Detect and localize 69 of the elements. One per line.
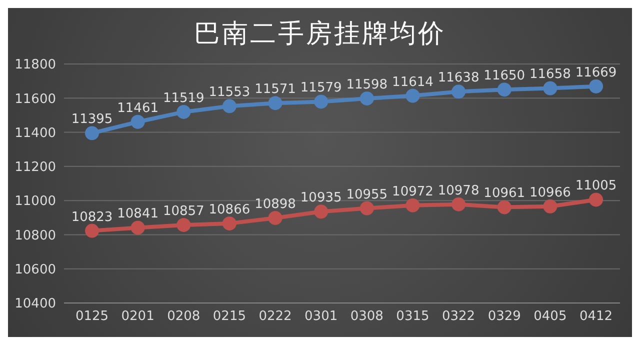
y-tick-label: 10600 (14, 262, 56, 278)
data-label: 10823 (71, 210, 113, 225)
point (543, 81, 558, 96)
point (406, 198, 420, 212)
point (543, 199, 558, 214)
data-label: 10857 (162, 204, 204, 219)
point (222, 216, 236, 230)
data-label: 11598 (346, 77, 388, 92)
data-label: 10961 (484, 186, 526, 202)
y-tick-label: 10800 (14, 228, 56, 244)
data-label: 10972 (392, 184, 434, 200)
data-label: 11658 (530, 67, 571, 82)
point (314, 94, 328, 109)
y-tick-label: 10400 (14, 296, 56, 312)
point (130, 114, 145, 129)
data-label: 10841 (117, 206, 158, 222)
data-label: 11461 (117, 100, 158, 116)
data-label: 11669 (575, 65, 617, 80)
point (176, 104, 191, 119)
data-label: 11638 (438, 70, 480, 86)
x-tick-label: 0322 (442, 309, 476, 324)
x-tick-label: 0405 (534, 309, 567, 324)
point (314, 204, 328, 219)
x-tick-label: 0329 (488, 309, 521, 324)
x-tick-label: 0301 (304, 309, 338, 324)
x-tick-label: 0308 (350, 309, 384, 324)
x-tick-label: 0125 (75, 309, 109, 324)
point (452, 197, 466, 212)
x-tick-label: 0412 (579, 309, 613, 324)
data-label: 11571 (254, 82, 296, 98)
y-tick-label: 11600 (14, 92, 56, 107)
data-label: 10955 (346, 187, 388, 202)
data-label: 11579 (300, 80, 342, 96)
point (497, 82, 512, 97)
data-label: 11519 (162, 90, 204, 106)
chart-title: 巴南二手房挂牌均价 (193, 18, 447, 51)
point (406, 88, 420, 103)
data-label: 10898 (254, 196, 296, 212)
point (589, 79, 603, 94)
data-label: 10935 (300, 190, 342, 206)
data-label: 11005 (575, 178, 617, 194)
point (497, 200, 512, 214)
point (452, 84, 466, 99)
data-label: 11395 (71, 112, 113, 128)
x-tick-label: 0201 (121, 309, 154, 324)
data-label: 11650 (484, 68, 526, 84)
data-label: 10866 (208, 202, 250, 218)
x-tick-label: 0315 (396, 309, 430, 324)
x-tick-label: 0222 (258, 309, 292, 324)
point (85, 224, 99, 238)
point (85, 126, 99, 140)
data-label: 11553 (208, 85, 250, 100)
data-label: 10978 (438, 183, 480, 198)
point (268, 96, 282, 110)
data-label: 11614 (392, 74, 434, 90)
point (176, 218, 191, 232)
y-tick-label: 11200 (14, 160, 56, 176)
point (589, 192, 603, 207)
y-tick-label: 11400 (14, 126, 56, 141)
y-tick-label: 11800 (14, 58, 56, 73)
y-tick-label: 11000 (14, 194, 56, 210)
point (360, 91, 374, 106)
point (130, 220, 145, 235)
x-tick-label: 0215 (212, 309, 246, 324)
point (268, 210, 282, 225)
x-tick-label: 0208 (167, 309, 200, 324)
point (360, 201, 374, 216)
point (222, 99, 236, 114)
data-label: 10966 (530, 185, 571, 200)
